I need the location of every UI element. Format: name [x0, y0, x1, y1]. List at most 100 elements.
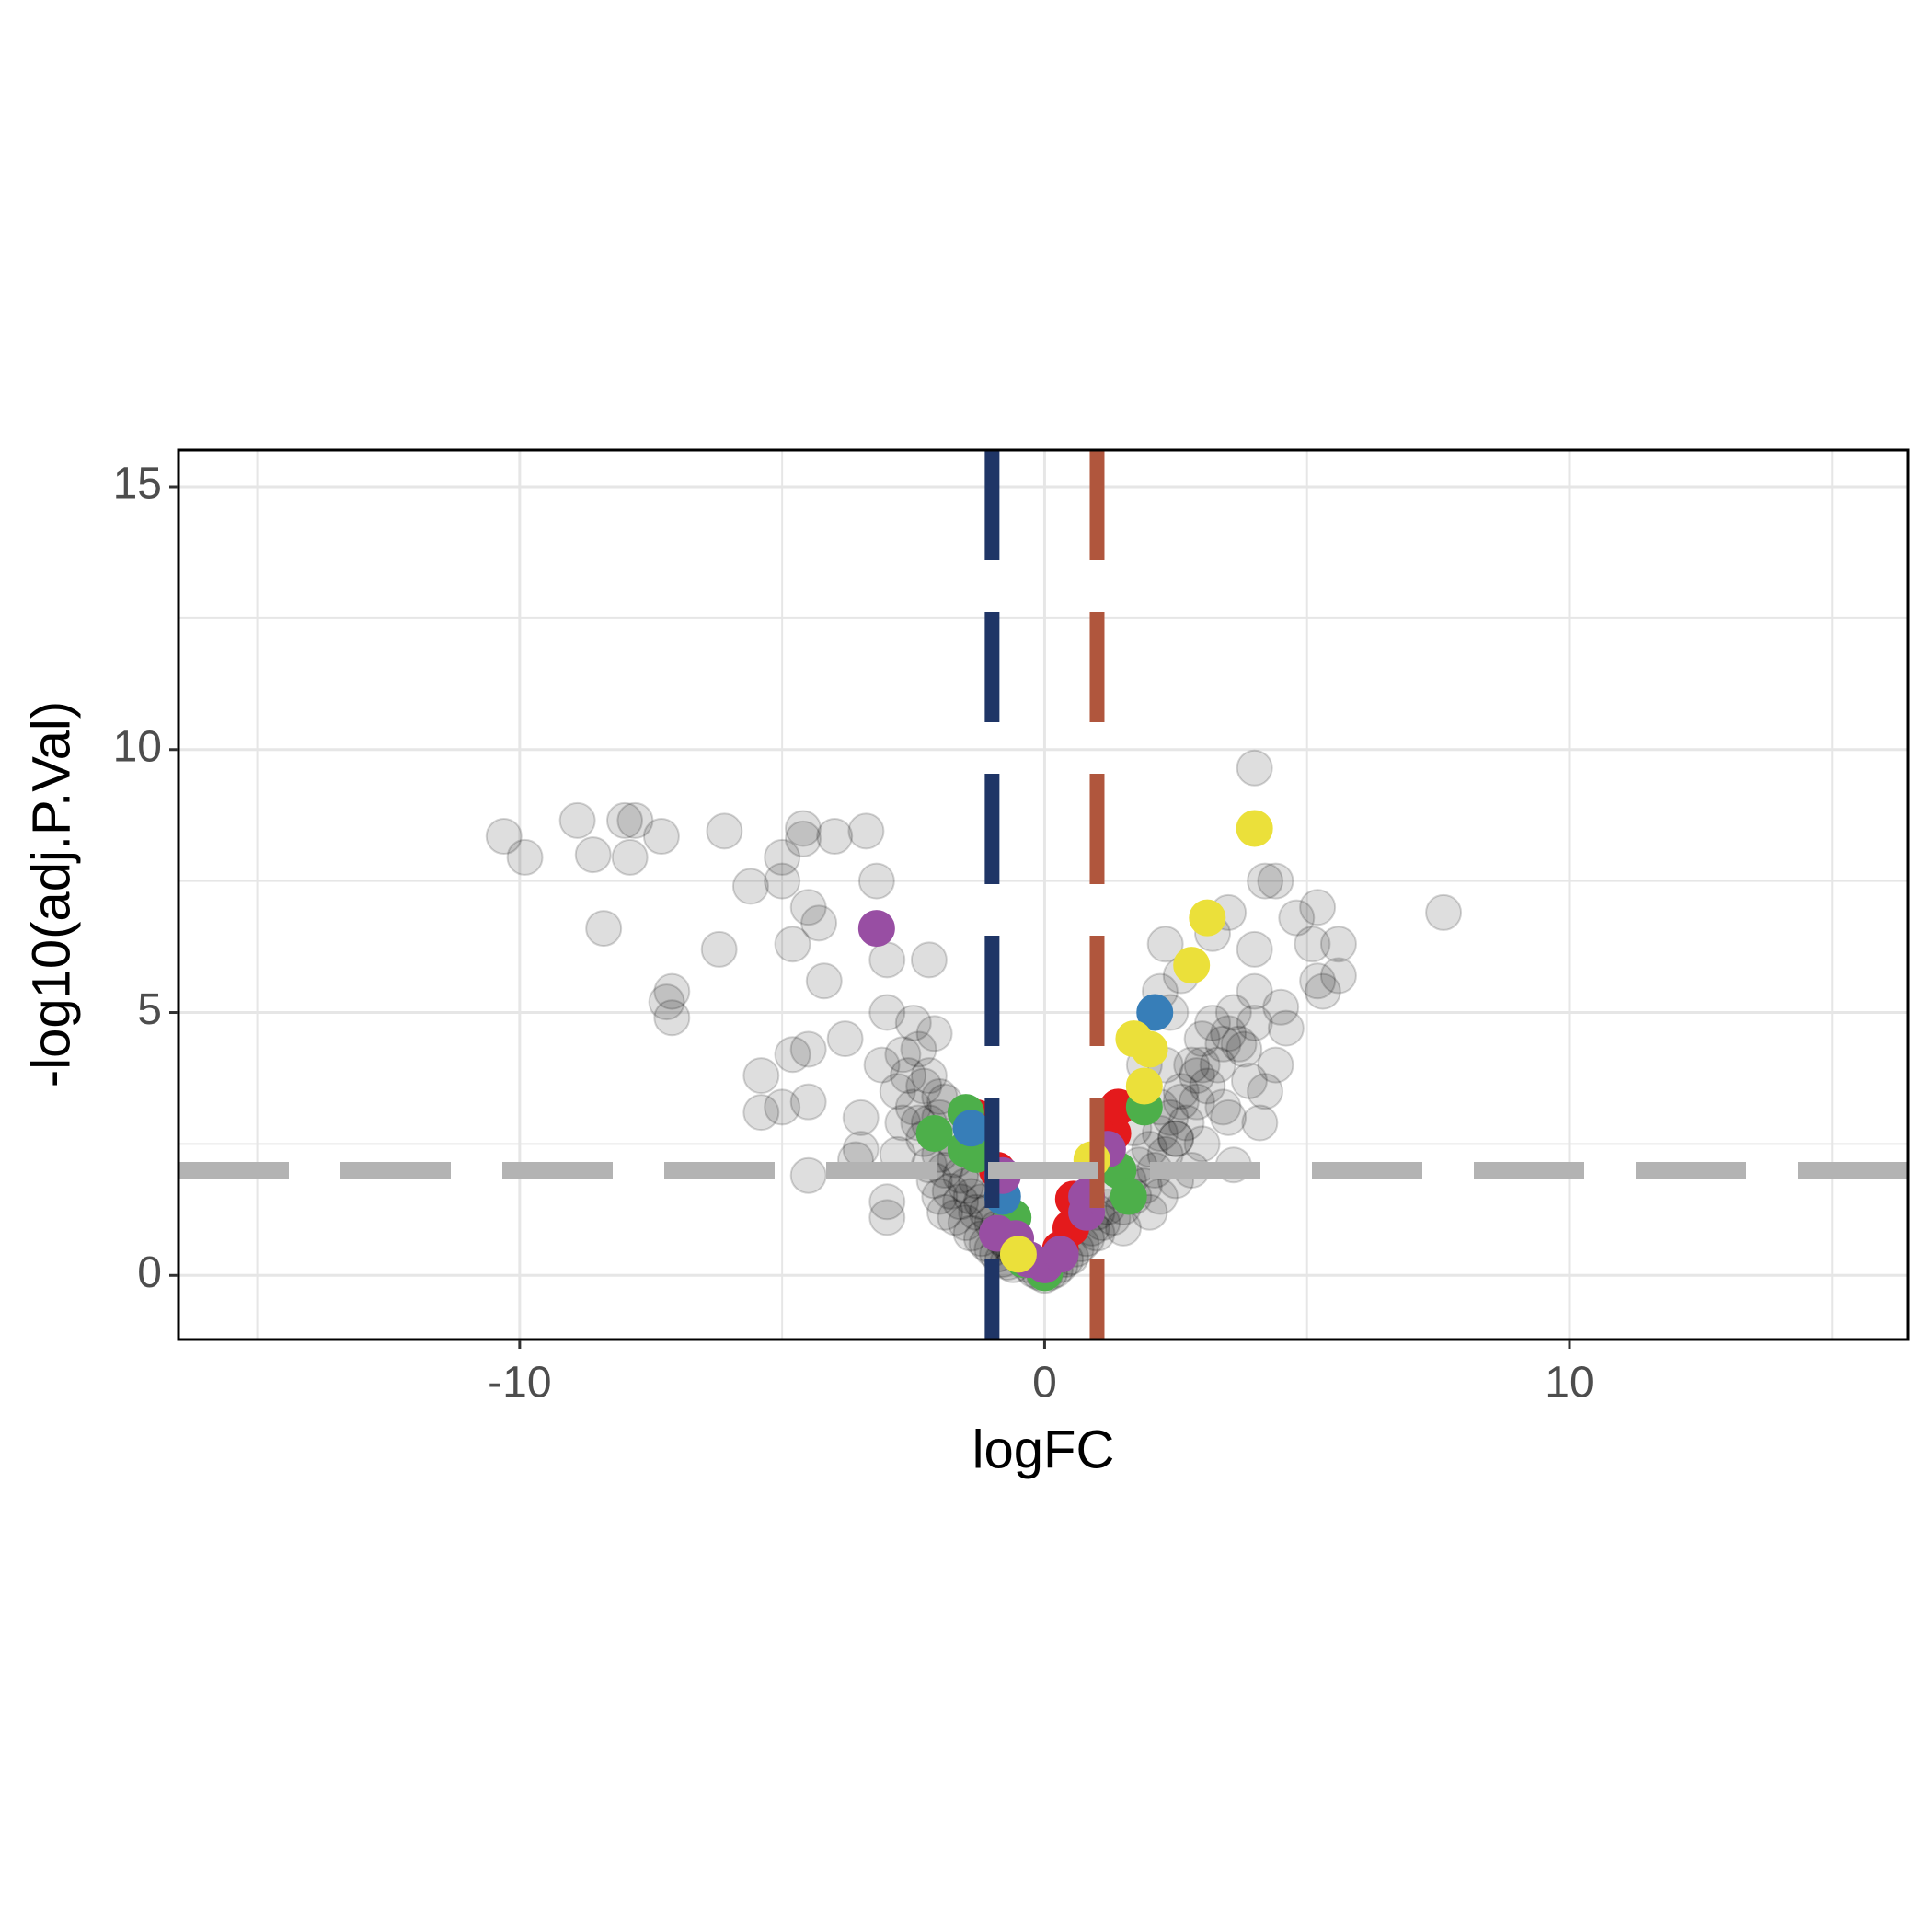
point — [789, 1083, 827, 1121]
point — [952, 1110, 990, 1147]
point — [884, 1036, 922, 1074]
point — [910, 941, 948, 979]
point — [605, 801, 643, 839]
point — [1157, 1120, 1195, 1157]
point — [764, 862, 801, 900]
grid — [178, 450, 1908, 1340]
point — [937, 1199, 974, 1236]
point — [1141, 1178, 1179, 1215]
point — [926, 1193, 964, 1231]
point — [742, 1094, 780, 1132]
point — [1299, 889, 1337, 926]
point — [1257, 1046, 1294, 1084]
point — [1220, 1025, 1258, 1063]
point — [921, 1178, 959, 1215]
point — [999, 1236, 1037, 1273]
point — [915, 1015, 953, 1052]
point — [1236, 810, 1273, 847]
point — [1236, 1004, 1273, 1041]
point — [1236, 972, 1273, 1010]
point — [890, 1057, 927, 1095]
y-tick-label: 0 — [137, 1248, 162, 1297]
y-tick-label: 5 — [137, 985, 162, 1034]
point — [558, 801, 596, 839]
axes: -10 0 10 0 5 10 15 — [113, 460, 1594, 1408]
point — [1262, 988, 1300, 1026]
y-tick-label: 15 — [113, 460, 162, 509]
x-axis-title: logFC — [972, 1420, 1115, 1479]
point — [868, 941, 906, 979]
point — [585, 910, 623, 948]
point — [1225, 1030, 1263, 1068]
point — [1183, 1046, 1221, 1084]
point — [653, 972, 691, 1010]
point — [1257, 862, 1294, 900]
point — [1319, 926, 1357, 963]
point — [816, 818, 854, 856]
point — [1204, 1025, 1242, 1063]
point — [847, 812, 885, 850]
point — [857, 862, 895, 900]
point — [868, 1183, 906, 1221]
point — [800, 904, 838, 942]
point — [1425, 893, 1463, 931]
point — [789, 1030, 827, 1068]
point — [863, 1046, 901, 1084]
point — [1236, 749, 1273, 787]
point — [1146, 926, 1184, 963]
point — [1189, 1067, 1226, 1105]
point — [611, 838, 649, 876]
point — [653, 999, 691, 1037]
point — [915, 1114, 953, 1152]
point — [764, 838, 801, 876]
point — [774, 926, 811, 963]
point — [1183, 1125, 1221, 1163]
point — [1136, 994, 1174, 1031]
point — [1278, 899, 1316, 937]
point — [1241, 1104, 1279, 1142]
point — [1131, 1030, 1168, 1068]
point — [1125, 1067, 1163, 1105]
point — [1247, 862, 1284, 900]
point — [1230, 1062, 1268, 1099]
y-tick-label: 10 — [113, 722, 162, 771]
point — [1199, 1046, 1236, 1084]
point — [868, 1199, 906, 1236]
point — [731, 868, 769, 905]
point — [894, 1004, 932, 1041]
point — [1178, 1057, 1215, 1095]
point — [1294, 926, 1331, 963]
point — [879, 1073, 916, 1110]
point — [1210, 1098, 1248, 1136]
point — [1319, 957, 1357, 995]
reference-lines — [178, 450, 1908, 1340]
point — [910, 1057, 948, 1095]
point — [742, 1057, 780, 1095]
point — [1173, 947, 1211, 984]
point — [1189, 899, 1226, 937]
point — [1183, 1020, 1221, 1058]
point — [789, 1156, 827, 1194]
point — [905, 1067, 943, 1105]
point — [1105, 1209, 1143, 1247]
point — [868, 994, 906, 1031]
point — [764, 1088, 801, 1126]
point — [826, 1020, 864, 1058]
point — [700, 930, 738, 968]
point — [1110, 1178, 1147, 1215]
point — [1173, 1046, 1211, 1084]
y-axis-title: -log10(adj.P.Val) — [21, 701, 81, 1087]
point — [1267, 1009, 1305, 1047]
point — [574, 836, 612, 874]
point — [506, 838, 544, 876]
point — [1204, 1088, 1242, 1126]
point — [784, 820, 822, 857]
point — [789, 889, 827, 926]
point — [931, 1172, 969, 1210]
point — [1210, 1015, 1248, 1052]
point — [774, 1036, 811, 1074]
point — [894, 1088, 932, 1126]
